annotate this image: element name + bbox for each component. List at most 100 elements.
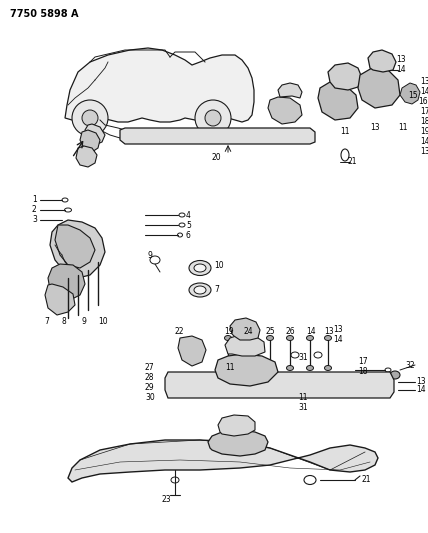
Text: 7: 7 xyxy=(44,318,49,327)
Text: 21: 21 xyxy=(362,475,372,484)
Text: 17: 17 xyxy=(358,358,368,367)
Text: 7: 7 xyxy=(214,286,219,295)
Text: 16: 16 xyxy=(418,98,428,107)
Text: 13: 13 xyxy=(333,326,343,335)
Text: 11: 11 xyxy=(225,364,235,373)
Text: 21: 21 xyxy=(348,157,357,166)
Ellipse shape xyxy=(225,335,232,341)
Ellipse shape xyxy=(189,283,211,297)
Text: 22: 22 xyxy=(175,327,184,336)
Text: 23: 23 xyxy=(162,496,172,505)
Polygon shape xyxy=(208,430,268,456)
Polygon shape xyxy=(80,130,100,152)
Text: 13: 13 xyxy=(370,124,380,133)
Ellipse shape xyxy=(244,335,252,341)
Ellipse shape xyxy=(194,264,206,272)
Polygon shape xyxy=(85,124,105,145)
Polygon shape xyxy=(45,284,75,315)
Text: 11: 11 xyxy=(298,393,307,402)
Polygon shape xyxy=(268,97,302,124)
Text: 26: 26 xyxy=(286,327,296,336)
Text: 13: 13 xyxy=(420,77,428,86)
Ellipse shape xyxy=(347,378,353,382)
Text: 20: 20 xyxy=(212,154,222,163)
Polygon shape xyxy=(48,264,85,300)
Text: 14: 14 xyxy=(306,327,315,336)
Polygon shape xyxy=(328,63,362,90)
Text: 13: 13 xyxy=(324,327,333,336)
Polygon shape xyxy=(278,83,302,98)
Text: 4: 4 xyxy=(186,211,191,220)
Text: 28: 28 xyxy=(145,374,155,383)
Text: 14: 14 xyxy=(333,335,343,344)
Polygon shape xyxy=(215,354,278,386)
Polygon shape xyxy=(230,318,260,340)
Ellipse shape xyxy=(390,371,400,379)
Polygon shape xyxy=(368,50,396,72)
Text: 31: 31 xyxy=(298,353,308,362)
Polygon shape xyxy=(218,415,255,436)
Ellipse shape xyxy=(378,60,386,64)
Circle shape xyxy=(82,110,98,126)
Ellipse shape xyxy=(244,366,252,370)
Text: 29: 29 xyxy=(145,384,155,392)
Text: 10: 10 xyxy=(214,261,223,270)
Polygon shape xyxy=(55,225,95,268)
Text: 30: 30 xyxy=(145,393,155,402)
Circle shape xyxy=(72,100,108,136)
Text: 11: 11 xyxy=(398,124,407,133)
Ellipse shape xyxy=(225,366,232,370)
Text: 14: 14 xyxy=(416,385,425,394)
Text: 14: 14 xyxy=(420,138,428,147)
Text: 19: 19 xyxy=(420,127,428,136)
Text: 18: 18 xyxy=(358,367,368,376)
Text: 5: 5 xyxy=(186,221,191,230)
Polygon shape xyxy=(358,68,400,108)
Polygon shape xyxy=(76,146,97,167)
Text: 2: 2 xyxy=(32,206,37,214)
Polygon shape xyxy=(120,128,315,144)
Ellipse shape xyxy=(324,366,332,370)
Ellipse shape xyxy=(194,286,206,294)
Ellipse shape xyxy=(189,261,211,276)
Polygon shape xyxy=(318,82,358,120)
Text: 14: 14 xyxy=(420,87,428,96)
Text: 11: 11 xyxy=(340,127,350,136)
Ellipse shape xyxy=(306,335,313,341)
Ellipse shape xyxy=(267,366,273,370)
Text: 24: 24 xyxy=(244,327,254,336)
Text: 14: 14 xyxy=(396,64,406,74)
Circle shape xyxy=(195,100,231,136)
Polygon shape xyxy=(65,48,254,122)
Text: 1: 1 xyxy=(32,196,37,205)
Polygon shape xyxy=(225,334,265,356)
Ellipse shape xyxy=(267,335,273,341)
Text: 17: 17 xyxy=(420,108,428,117)
Circle shape xyxy=(205,110,221,126)
Polygon shape xyxy=(50,220,105,278)
Text: 25: 25 xyxy=(266,327,276,336)
Text: 19: 19 xyxy=(224,327,234,336)
Polygon shape xyxy=(178,336,206,366)
Polygon shape xyxy=(68,440,378,482)
Polygon shape xyxy=(165,372,394,398)
Ellipse shape xyxy=(324,335,332,341)
Text: 8: 8 xyxy=(62,318,67,327)
Text: 18: 18 xyxy=(420,117,428,126)
Ellipse shape xyxy=(286,335,294,341)
Text: 9: 9 xyxy=(148,251,153,260)
Text: 27: 27 xyxy=(145,364,155,373)
Text: 13: 13 xyxy=(396,55,406,64)
Text: 9: 9 xyxy=(82,318,87,327)
Text: 31: 31 xyxy=(298,403,308,413)
Text: 10: 10 xyxy=(98,318,107,327)
Ellipse shape xyxy=(306,366,313,370)
Text: 13: 13 xyxy=(420,148,428,157)
Text: 3: 3 xyxy=(32,215,37,224)
Text: 7750 5898 A: 7750 5898 A xyxy=(10,9,78,19)
Text: 13: 13 xyxy=(416,377,425,386)
Text: 32: 32 xyxy=(405,360,415,369)
Text: 6: 6 xyxy=(186,230,191,239)
Text: 15: 15 xyxy=(408,91,418,100)
Ellipse shape xyxy=(286,366,294,370)
